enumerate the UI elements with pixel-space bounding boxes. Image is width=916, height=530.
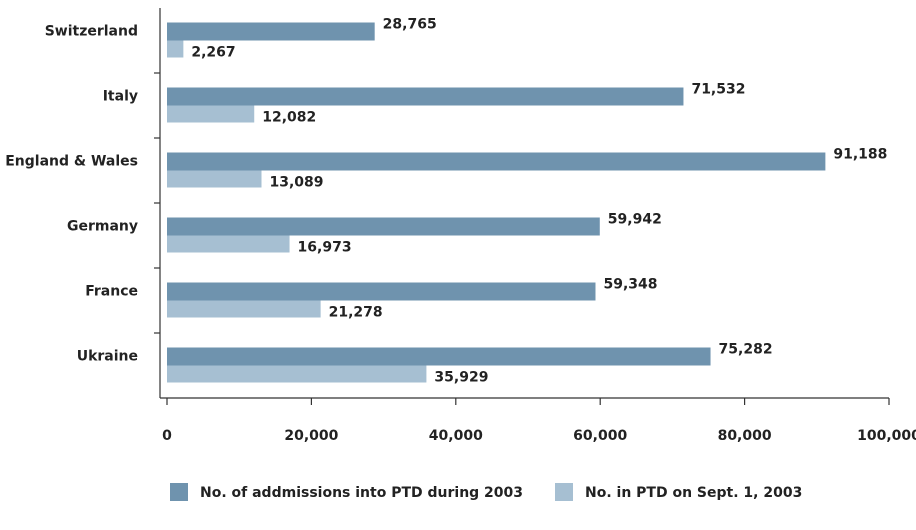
x-tick-label: 0 bbox=[162, 428, 172, 444]
value-label: 13,089 bbox=[270, 175, 324, 191]
category-label: Germany bbox=[67, 219, 138, 235]
value-label: 21,278 bbox=[329, 305, 383, 321]
legend-swatch bbox=[555, 483, 573, 501]
bar bbox=[167, 105, 255, 123]
value-label: 12,082 bbox=[262, 110, 316, 126]
x-tick-label: 80,000 bbox=[718, 428, 772, 444]
bar bbox=[167, 282, 596, 301]
x-tick-label: 20,000 bbox=[284, 428, 338, 444]
value-label: 59,942 bbox=[608, 212, 662, 228]
legend-label: No. of addmissions into PTD during 2003 bbox=[200, 485, 523, 501]
bar bbox=[167, 87, 684, 106]
value-label: 2,267 bbox=[191, 45, 235, 61]
x-tick-label: 40,000 bbox=[429, 428, 483, 444]
category-label: Italy bbox=[103, 89, 138, 105]
bar bbox=[167, 235, 290, 253]
bar bbox=[167, 300, 321, 318]
category-label: Ukraine bbox=[77, 349, 138, 365]
category-label: France bbox=[85, 284, 138, 300]
category-label: Switzerland bbox=[45, 24, 138, 40]
value-label: 59,348 bbox=[603, 277, 657, 293]
bar bbox=[167, 347, 711, 366]
legend-label: No. in PTD on Sept. 1, 2003 bbox=[585, 485, 802, 501]
value-label: 16,973 bbox=[298, 240, 352, 256]
x-tick-label: 100,000 bbox=[857, 428, 916, 444]
category-label: England & Wales bbox=[5, 154, 138, 170]
bar bbox=[167, 365, 427, 383]
value-label: 28,765 bbox=[383, 17, 437, 33]
value-label: 91,188 bbox=[833, 147, 887, 163]
bar bbox=[167, 40, 184, 58]
bar bbox=[167, 22, 375, 41]
value-label: 35,929 bbox=[434, 370, 488, 386]
bar bbox=[167, 170, 262, 188]
value-label: 75,282 bbox=[719, 342, 773, 358]
legend-swatch bbox=[170, 483, 188, 501]
bar bbox=[167, 217, 600, 236]
x-tick-label: 60,000 bbox=[573, 428, 627, 444]
bar bbox=[167, 152, 826, 171]
value-label: 71,532 bbox=[691, 82, 745, 98]
